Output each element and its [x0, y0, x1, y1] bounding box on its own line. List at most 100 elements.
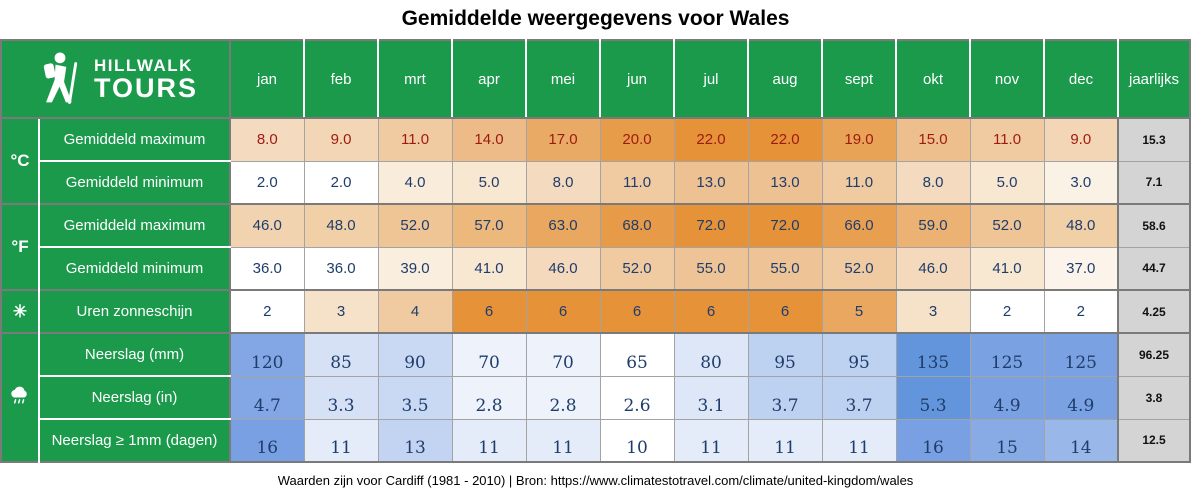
yearly-cell: 12.5 [1117, 418, 1191, 463]
data-cell: 6 [673, 289, 749, 334]
data-cell: 3 [895, 289, 971, 334]
month-header-jan: jan [229, 40, 305, 119]
data-cell: 2.8 [525, 375, 601, 420]
data-cell: 65 [599, 332, 675, 377]
data-cell: 10 [599, 418, 675, 463]
data-cell: 63.0 [525, 203, 601, 248]
data-cell: 95 [747, 332, 823, 377]
sun-icon: ✳ [1, 289, 40, 333]
data-cell: 55.0 [673, 246, 749, 291]
data-cell: 90 [377, 332, 453, 377]
data-cell: 5 [821, 289, 897, 334]
yearly-cell: 3.8 [1117, 375, 1191, 420]
data-cell: 39.0 [377, 246, 453, 291]
data-cell: 6 [747, 289, 823, 334]
month-header-nov: nov [969, 40, 1045, 119]
rain-cloud-icon [11, 386, 27, 404]
month-header-sept: sept [821, 40, 897, 119]
data-cell: 15 [969, 418, 1045, 463]
footer-note: Waarden zijn voor Cardiff (1981 - 2010) … [277, 473, 914, 488]
data-cell: 6 [599, 289, 675, 334]
data-cell: 11 [821, 418, 897, 463]
month-header-mrt: mrt [377, 40, 453, 119]
yearly-cell: 7.1 [1117, 160, 1191, 205]
data-cell: 36.0 [229, 246, 305, 291]
data-cell: 4.7 [229, 375, 305, 420]
table-row: Neerslag (in) 4.7 3.3 3.5 2.8 2.8 2.6 3.1 3.7 3.7… [1, 375, 1191, 420]
data-cell: 41.0 [451, 246, 527, 291]
table-row: ✳ Uren zonneschijn 2 3 4 6 6 6 6 6 5 3 2 2 4.25 [1, 289, 1191, 334]
data-cell: 52.0 [599, 246, 675, 291]
month-header-okt: okt [895, 40, 971, 119]
row-label: Uren zonneschijn [39, 289, 232, 333]
data-cell: 85 [303, 332, 379, 377]
row-label: Neerslag (in) [39, 376, 232, 420]
yearly-cell: 44.7 [1117, 246, 1191, 291]
data-cell: 9.0 [303, 117, 379, 162]
table-row: Neerslag (mm) 120 85 90 70 70 65 80 95 95 135 125 12… [1, 332, 1191, 462]
data-cell: 11 [451, 418, 527, 463]
data-cell: 3.1 [673, 375, 749, 420]
data-cell: 72.0 [673, 203, 749, 248]
data-cell: 17.0 [525, 117, 601, 162]
yearly-cell: 58.6 [1117, 203, 1191, 248]
data-cell: 13 [377, 418, 453, 463]
data-cell: 5.0 [451, 160, 527, 205]
hillwalk-tours-logo: HILLWALK TOURS [1, 40, 231, 119]
logo-line1: HILLWALK [94, 55, 193, 75]
data-cell: 72.0 [747, 203, 823, 248]
hiker-icon [43, 52, 78, 104]
data-cell: 46.0 [229, 203, 305, 248]
data-cell: 13.0 [673, 160, 749, 205]
table-body: °C Gemiddeld maximum 8.0 9.0 11.0 14.0 17.0 20.… [1, 117, 1191, 463]
data-cell: 8.0 [895, 160, 971, 205]
data-cell: 8.0 [525, 160, 601, 205]
data-cell: 11.0 [377, 117, 453, 162]
data-cell: 66.0 [821, 203, 897, 248]
data-cell: 36.0 [303, 246, 379, 291]
data-cell: 16 [229, 418, 305, 463]
table-row: Neerslag ≥ 1mm (dagen) 16 11 13 11 11 10 11 11 11… [1, 418, 1191, 463]
table-row: Gemiddeld minimum 2.0 2.0 4.0 5.0 8.0 11.0 13.0… [1, 160, 1191, 205]
month-header-jun: jun [599, 40, 675, 119]
weather-table: HILLWALK TOURS jan feb mrt apr mei jun jul aug s… [0, 39, 1191, 463]
data-cell: 11 [747, 418, 823, 463]
data-cell: 2.0 [303, 160, 379, 205]
data-cell: 2.6 [599, 375, 675, 420]
data-cell: 11.0 [821, 160, 897, 205]
data-cell: 6 [525, 289, 601, 334]
data-cell: 4.9 [969, 375, 1045, 420]
row-label: Gemiddeld minimum [39, 247, 232, 290]
data-cell: 2 [1043, 289, 1119, 334]
data-cell: 13.0 [747, 160, 823, 205]
data-cell: 46.0 [525, 246, 601, 291]
data-cell: 22.0 [747, 117, 823, 162]
data-cell: 55.0 [747, 246, 823, 291]
data-cell: 95 [821, 332, 897, 377]
data-cell: 80 [673, 332, 749, 377]
data-cell: 57.0 [451, 203, 527, 248]
row-label: Gemiddeld minimum [39, 161, 232, 204]
data-cell: 2 [969, 289, 1045, 334]
data-cell: 3.7 [747, 375, 823, 420]
data-cell: 3.7 [821, 375, 897, 420]
data-cell: 4.0 [377, 160, 453, 205]
logo-line2: TOURS [94, 72, 199, 103]
data-cell: 20.0 [599, 117, 675, 162]
data-cell: 8.0 [229, 117, 305, 162]
data-cell: 2.0 [229, 160, 305, 205]
page-title: Gemiddelde weergegevens voor Wales [401, 7, 790, 30]
celsius-icon: °C [1, 118, 40, 204]
month-header-aug: aug [747, 40, 823, 119]
data-cell: 14.0 [451, 117, 527, 162]
data-cell: 68.0 [599, 203, 675, 248]
data-cell: 3 [303, 289, 379, 334]
yearly-cell: 15.3 [1117, 117, 1191, 162]
month-header-apr: apr [451, 40, 527, 119]
data-cell: 52.0 [969, 203, 1045, 248]
data-cell: 135 [895, 332, 971, 377]
yearly-header: jaarlijks [1117, 40, 1190, 119]
data-cell: 59.0 [895, 203, 971, 248]
logo-wrap: HILLWALK TOURS [2, 50, 229, 108]
